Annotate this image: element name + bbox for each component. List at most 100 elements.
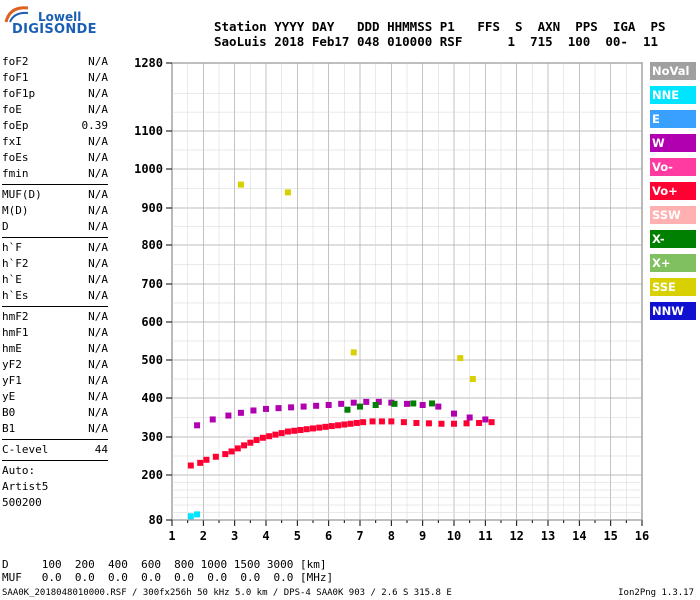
legend-item: X- xyxy=(650,230,696,248)
param-group-virtual-heights: h`F N/A h`F2 N/A h`E N/A h`Es N/A xyxy=(2,240,108,304)
y-tick-label: 900 xyxy=(141,201,163,215)
data-point xyxy=(212,453,219,460)
y-tick-label: 400 xyxy=(141,391,163,405)
x-tick-label: 7 xyxy=(356,529,363,543)
data-point xyxy=(263,405,269,412)
param-value: N/A xyxy=(88,342,108,355)
data-point xyxy=(197,459,204,466)
param-group-critical-frequencies: foF2 N/A foF1 N/A foF1p N/A foE N/A foEp 0.39 fxI N… xyxy=(2,54,108,182)
footer-muf-row: MUF 0.0 0.0 0.0 0.0 0.0 0.0 0.0 0.0 [MHz… xyxy=(2,571,334,584)
param-row: h`Es N/A xyxy=(2,288,108,304)
param-value: N/A xyxy=(88,87,108,100)
param-value: N/A xyxy=(88,422,108,435)
data-point xyxy=(353,419,360,426)
auto-code: 500200 xyxy=(2,496,42,509)
data-point xyxy=(488,419,495,426)
data-point xyxy=(375,398,382,405)
x-tick-label: 16 xyxy=(635,529,649,543)
legend-item: X+ xyxy=(650,254,696,272)
param-value: N/A xyxy=(88,374,108,387)
data-point xyxy=(272,431,279,438)
x-tick-label: 12 xyxy=(509,529,523,543)
x-tick-label: 6 xyxy=(325,529,332,543)
data-point xyxy=(313,402,320,409)
param-name: h`F2 xyxy=(2,257,29,270)
param-row: foEs N/A xyxy=(2,150,108,166)
y-tick-label: 700 xyxy=(141,277,163,291)
data-point xyxy=(469,376,476,382)
data-point xyxy=(259,434,266,441)
data-point xyxy=(363,398,370,405)
data-point xyxy=(357,403,363,410)
y-tick-label: 600 xyxy=(141,315,163,329)
param-row: D N/A xyxy=(2,219,108,235)
data-point xyxy=(303,426,310,433)
param-value: N/A xyxy=(88,273,108,286)
param-value: N/A xyxy=(88,135,108,148)
data-point xyxy=(410,400,417,407)
legend-item: W xyxy=(650,134,696,152)
param-value: N/A xyxy=(88,241,108,254)
param-value: N/A xyxy=(88,310,108,323)
data-point xyxy=(328,423,335,430)
legend-item: E xyxy=(650,110,696,128)
param-row: foF1p N/A xyxy=(2,86,108,102)
data-point xyxy=(310,425,316,432)
param-group-profile: hmF2 N/A hmF1 N/A hmE N/A yF2 N/A yF1 N/A yE N/A B0 N… xyxy=(2,309,108,437)
x-tick-label: 8 xyxy=(388,529,395,543)
y-tick-label: 500 xyxy=(141,353,163,367)
param-row: yF1 N/A xyxy=(2,373,108,389)
data-point xyxy=(187,462,194,469)
header-labels: Station YYYY DAY DDD HHMMSS P1 FFS S AXN… xyxy=(214,19,666,34)
legend-item: SSW xyxy=(650,206,696,224)
y-tick-label: 1100 xyxy=(134,124,163,138)
y-tick-label: 800 xyxy=(141,238,163,252)
data-point xyxy=(378,418,385,425)
data-point xyxy=(284,428,291,435)
param-row: fmin N/A xyxy=(2,166,108,182)
data-point xyxy=(209,416,216,423)
x-tick-label: 1 xyxy=(168,529,175,543)
data-point xyxy=(222,451,229,458)
param-name: hmF2 xyxy=(2,310,29,323)
x-tick-label: 10 xyxy=(447,529,461,543)
param-name: fmin xyxy=(2,167,29,180)
data-point xyxy=(482,416,489,423)
param-name: hmF1 xyxy=(2,326,29,339)
x-tick-label: 3 xyxy=(231,529,238,543)
logo-digisonde: DIGISONDE xyxy=(12,22,97,37)
param-row: yE N/A xyxy=(2,389,108,405)
param-value: N/A xyxy=(88,390,108,403)
data-point xyxy=(316,424,323,431)
param-name: yF2 xyxy=(2,358,22,371)
divider xyxy=(2,460,108,461)
data-point xyxy=(291,427,298,434)
data-point xyxy=(250,407,257,414)
y-tick-label: 300 xyxy=(141,430,163,444)
data-point xyxy=(237,409,244,416)
param-name: C-level xyxy=(2,443,49,456)
param-row: foEp 0.39 xyxy=(2,118,108,134)
param-name: foF2 xyxy=(2,55,29,68)
data-point xyxy=(338,400,345,407)
data-point xyxy=(297,426,304,433)
divider xyxy=(2,237,108,238)
param-name: foEs xyxy=(2,151,29,164)
param-value: N/A xyxy=(88,55,108,68)
header-values: SaoLuis 2018 Feb17 048 010000 RSF 1 715 … xyxy=(214,34,659,49)
param-value: N/A xyxy=(88,204,108,217)
param-value: 0.39 xyxy=(81,119,109,132)
param-name: foEp xyxy=(2,119,29,132)
data-point xyxy=(419,402,426,409)
param-name: D xyxy=(2,220,9,233)
data-point xyxy=(278,430,285,437)
logo-swoosh-icon xyxy=(4,6,29,23)
param-value: N/A xyxy=(88,151,108,164)
data-point xyxy=(266,433,273,440)
legend-item: SSE xyxy=(650,278,696,296)
data-point xyxy=(203,456,210,463)
data-point xyxy=(253,437,260,444)
data-point xyxy=(225,412,232,419)
data-point xyxy=(369,418,376,425)
data-point xyxy=(275,405,282,412)
